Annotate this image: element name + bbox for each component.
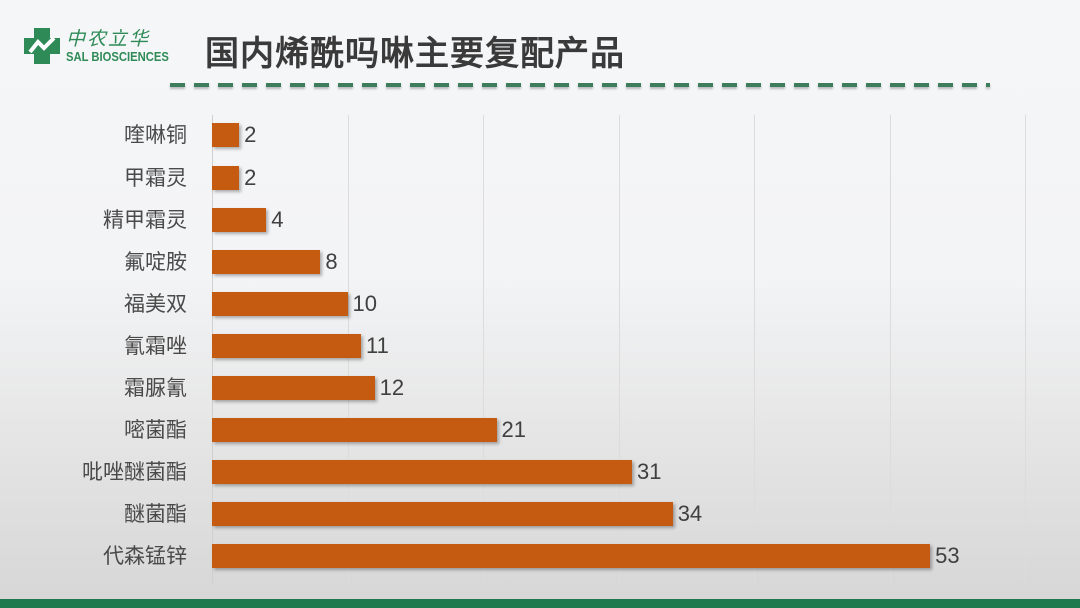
category-label: 代森锰锌 <box>103 544 187 568</box>
bar <box>212 544 931 568</box>
bar <box>212 292 348 316</box>
page-title: 国内烯酰吗啉主要复配产品 <box>205 34 625 74</box>
company-logo: 中农立华 SAL BIOSCIENCES <box>22 24 172 68</box>
category-label: 氰霜唑 <box>124 334 187 358</box>
bar <box>212 250 321 274</box>
value-label: 53 <box>935 543 960 568</box>
chart-row: 氰霜唑 11 <box>0 334 1080 358</box>
gridline <box>889 115 891 585</box>
footer-bar <box>0 599 1080 608</box>
category-label: 霜脲氰 <box>124 376 187 400</box>
category-label: 氟啶胺 <box>124 250 187 274</box>
category-label: 醚菌酯 <box>124 502 187 526</box>
bar <box>212 123 240 147</box>
category-label: 嘧菌酯 <box>124 418 187 442</box>
bar <box>212 376 375 400</box>
chart-row: 嘧菌酯 21 <box>0 418 1080 442</box>
category-label: 喹啉铜 <box>124 123 187 147</box>
gridline <box>1025 115 1026 585</box>
logo-english-text: SAL BIOSCIENCES <box>66 50 169 64</box>
bar <box>212 502 673 526</box>
value-label: 11 <box>366 333 389 358</box>
bar <box>212 418 497 442</box>
chart-row: 精甲霜灵 4 <box>0 208 1080 232</box>
chart-row: 福美双 10 <box>0 292 1080 316</box>
bar <box>212 208 267 232</box>
value-label: 2 <box>244 122 257 147</box>
bar <box>212 166 240 190</box>
category-label: 吡唑醚菌酯 <box>82 460 187 484</box>
category-label: 福美双 <box>124 292 187 316</box>
logo-cross-icon <box>24 28 60 64</box>
category-label: 甲霜灵 <box>124 166 187 190</box>
chart-row: 氟啶胺 8 <box>0 250 1080 274</box>
value-label: 2 <box>244 165 257 190</box>
title-divider <box>170 83 990 87</box>
chart-row: 甲霜灵 2 <box>0 166 1080 190</box>
gridline <box>618 115 620 585</box>
value-label: 4 <box>271 207 284 232</box>
value-label: 12 <box>379 375 405 400</box>
logo-chinese-text: 中农立华 <box>66 28 151 50</box>
value-label: 21 <box>501 417 527 442</box>
value-label: 10 <box>352 291 377 316</box>
chart-row: 代森锰锌 53 <box>0 544 1080 568</box>
value-label: 31 <box>637 459 662 484</box>
gridline <box>483 115 484 585</box>
chart-row: 醚菌酯 34 <box>0 502 1080 526</box>
value-label: 34 <box>677 501 703 526</box>
chart-row: 喹啉铜 2 <box>0 123 1080 147</box>
chart-row: 吡唑醚菌酯 31 <box>0 460 1080 484</box>
category-label: 精甲霜灵 <box>103 208 187 232</box>
chart-row: 霜脲氰 12 <box>0 376 1080 400</box>
bar <box>212 460 633 484</box>
bar <box>212 334 362 358</box>
gridline <box>754 115 755 585</box>
value-label: 8 <box>325 249 338 274</box>
bar-chart: 喹啉铜 2 甲霜灵 2 精甲霜灵 4 氟啶胺 8 福美双 10 氰霜唑 11 霜脲氰 12 嘧菌酯 21 吡唑醚… <box>82 115 1026 585</box>
